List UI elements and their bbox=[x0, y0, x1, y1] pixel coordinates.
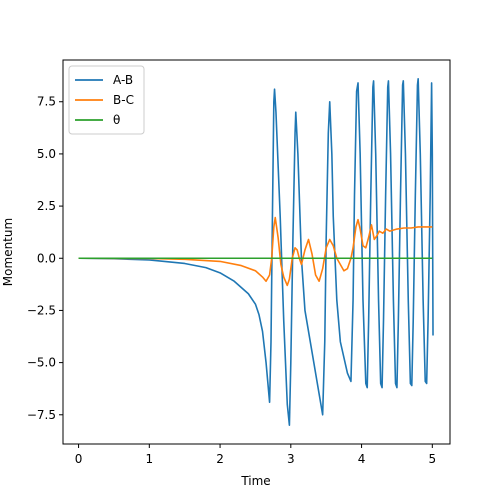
plot-frame bbox=[62, 59, 451, 445]
y-tick-label: −7.5 bbox=[27, 408, 56, 422]
y-axis-ticks: −7.5 −5.0 −2.5 0.0 2.5 5.0 7.5 bbox=[27, 95, 63, 422]
x-tick-label: 0 bbox=[75, 452, 83, 466]
x-tick-label: 2 bbox=[216, 452, 224, 466]
series-line-0 bbox=[78, 77, 434, 427]
legend: A-B B-C θ bbox=[68, 65, 145, 135]
legend-label: B-C bbox=[113, 93, 134, 107]
x-tick-label: 5 bbox=[428, 452, 436, 466]
y-tick-label: −5.0 bbox=[27, 356, 56, 370]
y-tick-label: 2.5 bbox=[37, 199, 56, 213]
x-axis-ticks: 0 1 2 3 4 5 bbox=[75, 444, 436, 466]
x-axis-label: Time bbox=[240, 474, 270, 488]
y-tick-label: 5.0 bbox=[37, 147, 56, 161]
y-axis-label: Momentum bbox=[1, 218, 15, 286]
legend-box bbox=[68, 65, 145, 135]
x-tick-label: 4 bbox=[358, 452, 366, 466]
x-tick-label: 3 bbox=[287, 452, 295, 466]
y-tick-label: 0.0 bbox=[37, 251, 56, 265]
legend-label: θ bbox=[113, 113, 120, 127]
legend-label: A-B bbox=[113, 73, 133, 87]
y-tick-label: 7.5 bbox=[37, 95, 56, 109]
x-tick-label: 1 bbox=[145, 452, 153, 466]
series-layer bbox=[78, 77, 434, 427]
y-tick-label: −2.5 bbox=[27, 303, 56, 317]
